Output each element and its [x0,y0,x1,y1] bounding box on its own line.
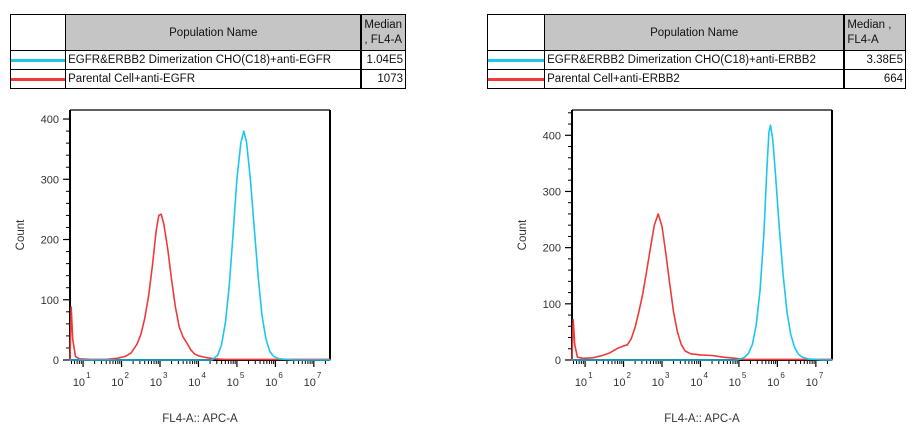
x-tick-label: 10 [690,377,702,389]
swatch-cell [486,50,546,70]
population-name-cell: EGFR&ERBB2 Dimerization CHO(C18)+anti-ER… [544,50,845,70]
x-tick-exponent: 7 [317,371,322,380]
x-tick-label: 10 [227,377,239,389]
legend-table: Population Name Median , FL4-A EGFR&ERBB… [486,14,907,89]
x-tick-label: 10 [73,377,85,389]
swatch-header-cell [9,14,67,51]
median-header-line2: , FL4-A [364,33,403,46]
x-tick-exponent: 2 [627,371,632,380]
median-header-line1: Median , [847,19,892,32]
swatch-header-cell [486,14,546,51]
legend-table: Population Name Median , FL4-A EGFR&ERBB… [9,14,407,89]
y-tick-label: 400 [41,114,59,126]
x-tick-exponent: 3 [163,371,168,380]
histogram-chart: 0100200300400101102103104105106107FL4-A:… [517,109,833,425]
panel-anti-erbb2: Population Name Median , FL4-A EGFR&ERBB… [458,0,916,443]
series-color-swatch [11,77,65,81]
series-color-swatch [488,58,544,62]
series-curve-0 [571,213,833,361]
x-tick-exponent: 4 [201,371,206,380]
x-tick-label: 10 [575,377,587,389]
population-name-cell: Parental Cell+anti-ERBB2 [544,69,845,89]
median-header-line1: Median [364,19,403,32]
y-tick-label: 200 [543,243,561,255]
table-row: EGFR&ERBB2 Dimerization CHO(C18)+anti-EG… [9,50,407,70]
median-value-cell: 3.38E5 [843,50,907,70]
x-tick-exponent: 7 [819,371,824,380]
x-tick-label: 10 [806,377,818,389]
x-tick-label: 10 [150,377,162,389]
y-axis-title: Count [517,219,529,250]
median-header-line2: FL4-A [847,33,879,46]
panel-anti-egfr: Population Name Median , FL4-A EGFR&ERBB… [9,14,407,425]
x-tick-label: 10 [265,377,277,389]
x-tick-label: 10 [652,377,664,389]
histogram-chart: 0100200300400101102103104105106107FL4-A:… [15,109,331,425]
x-tick-label: 10 [613,377,625,389]
y-tick-label: 300 [41,174,59,186]
median-value-cell: 1.04E5 [360,50,407,70]
population-name-cell: Parental Cell+anti-EGFR [65,69,362,89]
series-color-swatch [488,77,544,81]
x-tick-label: 10 [304,377,316,389]
x-tick-label: 10 [188,377,200,389]
series-curve-0 [69,213,331,361]
x-tick-exponent: 5 [742,371,747,380]
y-tick-label: 100 [543,299,561,311]
x-tick-exponent: 5 [240,371,245,380]
x-tick-exponent: 1 [588,371,593,380]
y-tick-label: 300 [543,186,561,198]
series-curve-1 [69,130,331,361]
x-axis-title: FL4-A:: APC-A [162,413,238,425]
median-header: Median , FL4-A [843,14,907,51]
series-curve-1 [571,124,833,361]
y-tick-label: 0 [555,355,561,367]
x-tick-exponent: 1 [86,371,91,380]
swatch-cell [9,50,67,70]
x-tick-exponent: 4 [703,371,708,380]
x-tick-exponent: 6 [780,371,785,380]
y-tick-label: 0 [53,355,59,367]
swatch-cell [486,69,546,89]
x-tick-exponent: 6 [278,371,283,380]
x-tick-exponent: 2 [125,371,130,380]
population-name-header: Population Name [544,14,845,51]
y-tick-label: 200 [41,235,59,247]
table-row: Parental Cell+anti-EGFR 1073 [9,69,407,89]
y-axis-title: Count [15,219,27,250]
y-tick-label: 400 [543,130,561,142]
series-color-swatch [11,58,65,62]
median-value-cell: 664 [843,69,907,89]
x-tick-label: 10 [729,377,741,389]
median-value-cell: 1073 [360,69,407,89]
x-axis-title: FL4-A:: APC-A [664,413,740,425]
x-tick-exponent: 3 [665,371,670,380]
swatch-cell [9,69,67,89]
table-row: Parental Cell+anti-ERBB2 664 [486,69,907,89]
median-header: Median , FL4-A [360,14,407,51]
population-name-cell: EGFR&ERBB2 Dimerization CHO(C18)+anti-EG… [65,50,362,70]
table-row: EGFR&ERBB2 Dimerization CHO(C18)+anti-ER… [486,50,907,70]
y-tick-label: 100 [41,295,59,307]
x-tick-label: 10 [111,377,123,389]
population-name-header: Population Name [65,14,362,51]
x-tick-label: 10 [767,377,779,389]
